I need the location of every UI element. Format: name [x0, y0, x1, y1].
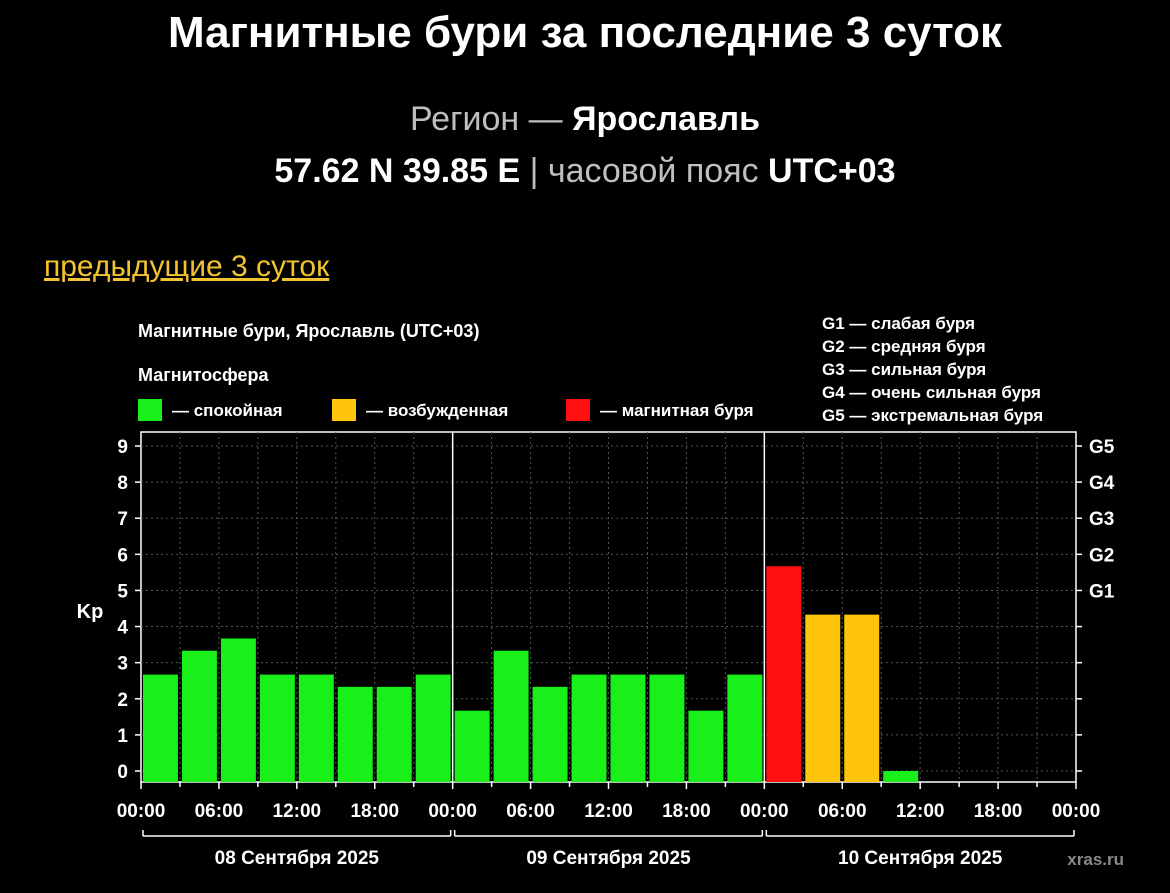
- x-tick-label: 12:00: [896, 801, 945, 822]
- y-tick-label: 1: [117, 726, 128, 747]
- x-tick-label: 06:00: [195, 801, 244, 822]
- previous-3-days-link[interactable]: предыдущие 3 суток: [44, 250, 330, 283]
- kp-bar: [649, 674, 685, 782]
- kp-bar: [493, 650, 529, 782]
- separator: |: [529, 152, 539, 190]
- kp-bar: [844, 614, 880, 782]
- kp-bar: [376, 686, 412, 782]
- day-label: 09 Сентября 2025: [526, 848, 691, 869]
- y-tick-label: 3: [117, 654, 128, 675]
- y-tick-label: 7: [117, 509, 128, 530]
- timezone-value: UTC+03: [768, 152, 896, 190]
- day-label: 10 Сентября 2025: [838, 848, 1003, 869]
- kp-bar: [610, 674, 646, 782]
- legend-swatch-excited: [332, 399, 356, 421]
- x-tick-label: 00:00: [428, 801, 477, 822]
- legend-label-calm: — спокойная: [172, 401, 283, 420]
- kp-bar: [532, 686, 568, 782]
- y-tick-label: 2: [117, 690, 128, 711]
- g-scale-label: G1: [1089, 581, 1115, 602]
- y-tick-label: 6: [117, 545, 128, 566]
- y-tick-label: 5: [117, 581, 128, 602]
- legend-swatch-calm: [138, 399, 162, 421]
- kp-bar: [454, 710, 490, 782]
- x-tick-label: 12:00: [584, 801, 633, 822]
- x-tick-label: 18:00: [662, 801, 711, 822]
- kp-bar: [571, 674, 607, 782]
- coordinates: 57.62 N 39.85 E: [274, 152, 521, 190]
- chart: Магнитные бури, Ярославль (UTC+03) Магнит…: [0, 300, 1170, 888]
- g-scale-label: G3: [1089, 509, 1114, 530]
- timezone-label: часовой пояс: [547, 152, 759, 190]
- x-tick-label: 00:00: [117, 801, 166, 822]
- y-tick-label: 8: [117, 473, 128, 494]
- kp-bar: [220, 638, 256, 782]
- g-legend-item: G5 — экстремальная буря: [822, 406, 1043, 425]
- g-scale-label: G2: [1089, 545, 1114, 566]
- g-legend-item: G2 — средняя буря: [822, 337, 986, 356]
- region-label: Регион —: [410, 100, 563, 138]
- x-tick-label: 18:00: [974, 801, 1023, 822]
- kp-bar: [259, 674, 295, 782]
- g-scale-label: G4: [1089, 473, 1115, 494]
- x-tick-label: 18:00: [350, 801, 399, 822]
- x-tick-label: 00:00: [1052, 801, 1101, 822]
- kp-bar: [143, 674, 178, 782]
- x-tick-label: 12:00: [273, 801, 322, 822]
- y-tick-label: 4: [117, 618, 128, 639]
- watermark: xras.ru: [1067, 850, 1124, 869]
- legend-swatch-storm: [566, 399, 590, 421]
- y-axis-label: Kp: [77, 601, 104, 623]
- y-tick-label: 9: [117, 437, 128, 458]
- coords-line: 57.62 N 39.85 E | часовой пояс UTC+03: [0, 152, 1170, 191]
- kp-bar: [415, 674, 451, 782]
- page-title: Магнитные бури за последние 3 суток: [167, 8, 1003, 57]
- kp-bar: [883, 771, 919, 782]
- region-name: Ярославль: [572, 100, 760, 138]
- legend-title: Магнитосфера: [138, 365, 270, 385]
- legend-label-excited: — возбужденная: [366, 401, 508, 420]
- g-legend-item: G1 — слабая буря: [822, 314, 975, 333]
- g-scale-label: G5: [1089, 437, 1115, 458]
- day-label: 08 Сентября 2025: [215, 848, 380, 869]
- kp-bar: [181, 650, 217, 782]
- kp-bar: [766, 566, 802, 782]
- region-line: Регион — Ярославль: [0, 100, 1170, 139]
- x-tick-label: 06:00: [506, 801, 555, 822]
- kp-bar: [805, 614, 841, 782]
- y-tick-label: 0: [117, 762, 128, 783]
- kp-chart-svg: Магнитные бури, Ярославль (UTC+03) Магнит…: [77, 314, 1124, 869]
- legend-label-storm: — магнитная буря: [600, 401, 754, 420]
- x-tick-label: 06:00: [818, 801, 867, 822]
- kp-bar: [688, 710, 724, 782]
- chart-title: Магнитные бури, Ярославль (UTC+03): [138, 321, 479, 341]
- kp-bar: [298, 674, 334, 782]
- x-tick-label: 00:00: [740, 801, 789, 822]
- g-legend-item: G4 — очень сильная буря: [822, 383, 1041, 402]
- kp-bar: [337, 686, 373, 782]
- kp-bar: [727, 674, 763, 782]
- g-legend-item: G3 — сильная буря: [822, 360, 986, 379]
